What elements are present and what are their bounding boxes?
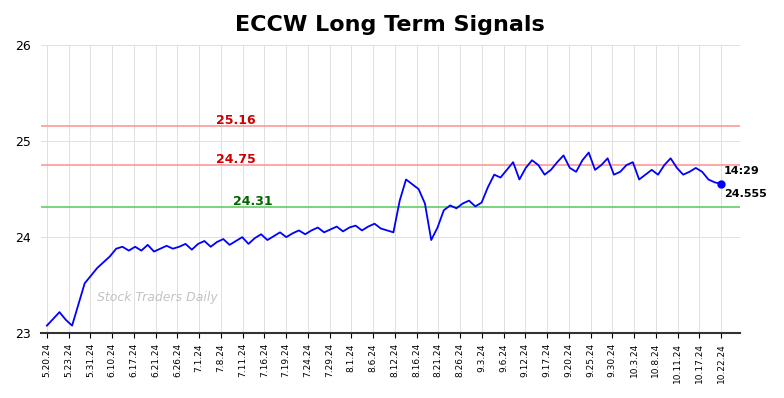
Text: 14:29: 14:29 bbox=[724, 166, 760, 176]
Text: Stock Traders Daily: Stock Traders Daily bbox=[96, 291, 217, 304]
Text: 24.31: 24.31 bbox=[234, 195, 273, 209]
Text: 25.16: 25.16 bbox=[216, 114, 256, 127]
Text: 24.555: 24.555 bbox=[724, 189, 767, 199]
Title: ECCW Long Term Signals: ECCW Long Term Signals bbox=[235, 15, 545, 35]
Text: 24.75: 24.75 bbox=[216, 153, 256, 166]
